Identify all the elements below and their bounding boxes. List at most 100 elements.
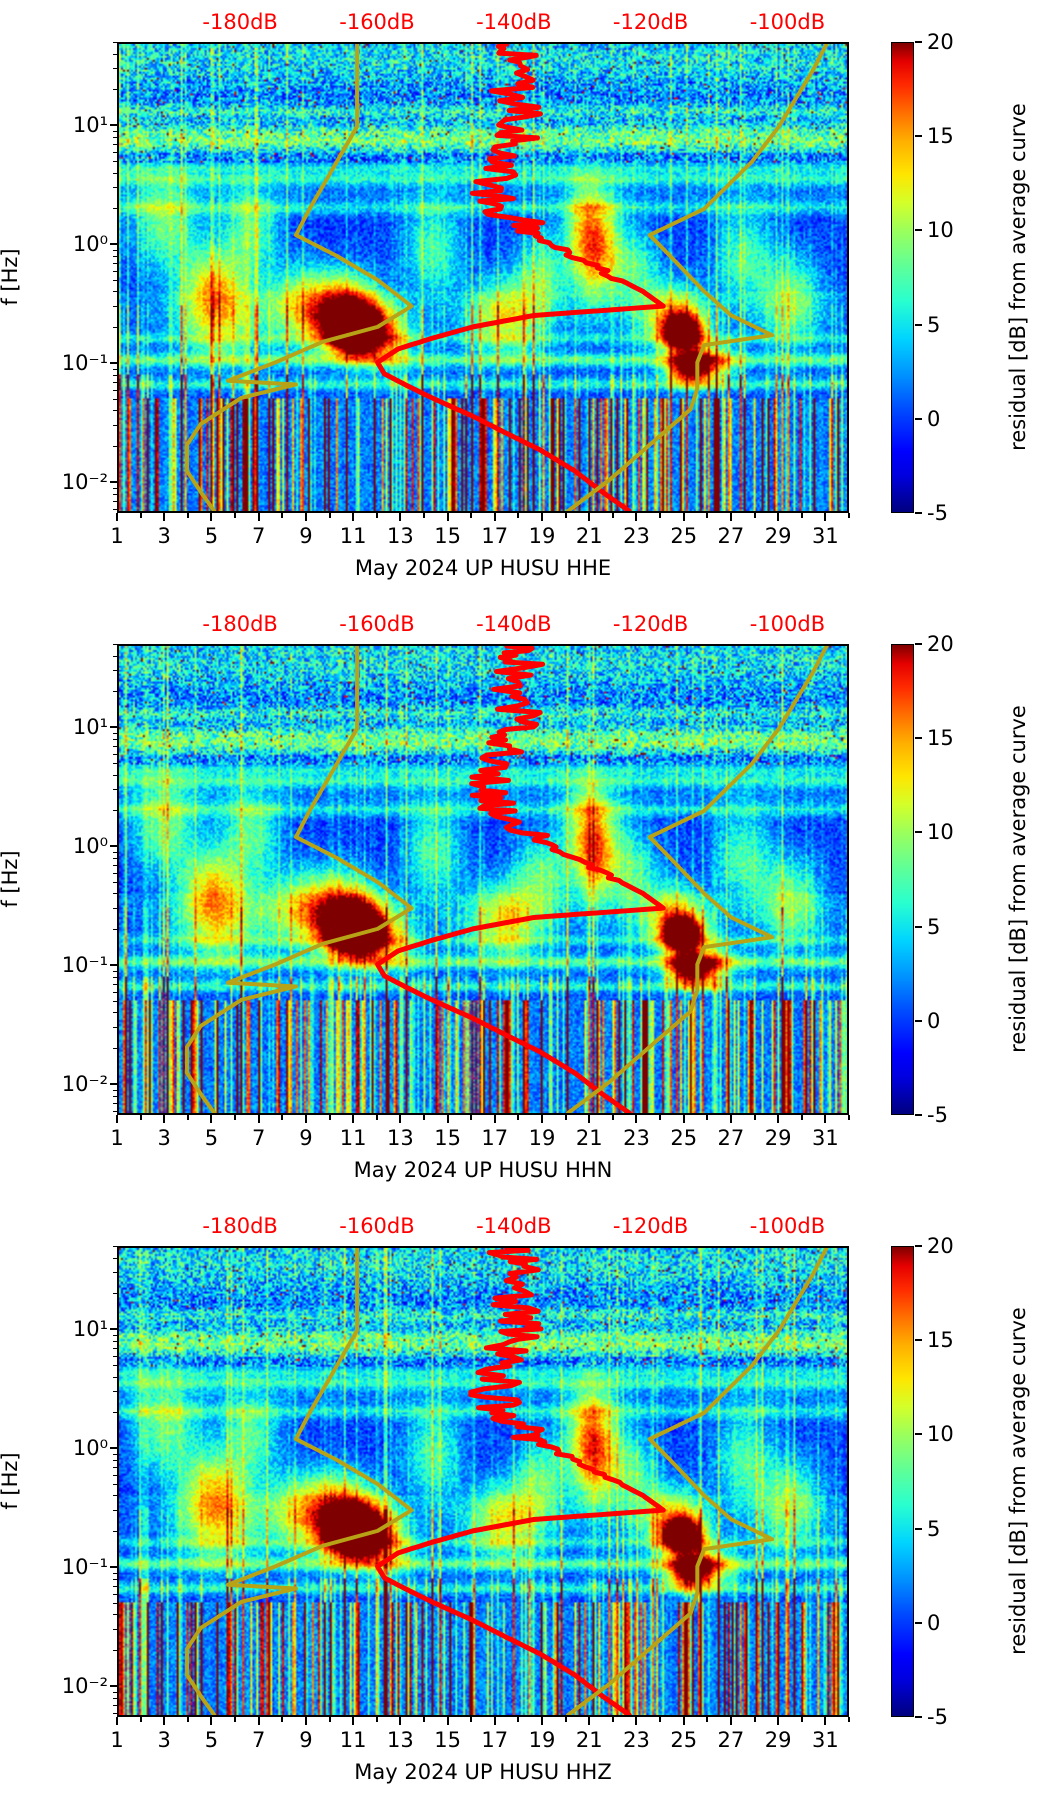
y-minor-tick (113, 691, 117, 693)
y-minor-tick (113, 374, 117, 376)
x-tick-label: 13 (386, 1728, 414, 1752)
y-minor-tick (113, 160, 117, 162)
y-minor-tick (113, 143, 117, 145)
x-tick-label: 11 (339, 1728, 367, 1752)
colorbar-tick-mark (915, 643, 922, 645)
x-minor-tick (186, 1115, 189, 1120)
top-db-tick-label: -160dB (339, 612, 415, 636)
y-minor-tick (113, 1095, 117, 1097)
y-tick-mark (110, 1566, 117, 1569)
y-minor-tick (113, 1089, 117, 1091)
x-minor-tick (234, 1717, 237, 1722)
y-tick-label: 10⁻² (61, 1674, 108, 1699)
y-minor-tick (113, 1334, 117, 1336)
colorbar-tick-label: 10 (927, 820, 954, 845)
y-tick-label: 10⁻² (61, 470, 108, 495)
y-tick-label: 10⁰ (72, 834, 108, 859)
x-tick-mark (210, 1115, 213, 1123)
y-minor-tick (113, 881, 117, 883)
top-db-tick-label: -100dB (749, 10, 826, 34)
x-tick-mark (257, 513, 260, 521)
x-minor-tick (470, 1115, 473, 1120)
spectrogram-panel-hhn: -180dB -160dB -140dB -120dB -100dB f [Hz] 10⁻²… (0, 602, 1052, 1204)
y-minor-tick (113, 368, 117, 370)
x-minor-tick (517, 1717, 520, 1722)
y-minor-tick (113, 864, 117, 866)
y-minor-tick (113, 1391, 117, 1393)
x-tick-mark (210, 1717, 213, 1725)
spectrogram-plot-hhn[interactable] (117, 644, 849, 1115)
y-minor-tick (113, 1704, 117, 1706)
x-tick-label: 3 (157, 1728, 171, 1752)
colorbar-title: residual [dB] from average curve (1006, 103, 1030, 451)
y-minor-tick (113, 500, 117, 502)
y-tick-label: 10⁻¹ (61, 1555, 108, 1580)
x-minor-tick (422, 513, 425, 518)
x-tick-mark (352, 1717, 355, 1725)
y-minor-tick (113, 745, 117, 747)
x-minor-tick (375, 1115, 378, 1120)
y-minor-tick (113, 1412, 117, 1414)
x-minor-tick (659, 1717, 662, 1722)
y-minor-tick (113, 1531, 117, 1533)
colorbar-tick-mark (915, 737, 922, 740)
y-minor-tick (113, 249, 117, 251)
y-minor-tick (113, 262, 117, 264)
y-minor-tick (113, 655, 117, 657)
x-tick-mark (824, 1115, 827, 1123)
x-tick-label: 13 (386, 1126, 414, 1150)
panel-caption-hhz: May 2024 UP HUSU HHZ (354, 1760, 612, 1784)
x-tick-label: 25 (670, 1728, 698, 1752)
y-minor-tick (113, 42, 117, 43)
colorbar-tick-label: 0 (927, 1610, 941, 1635)
top-db-tick-label: -140dB (476, 612, 552, 636)
top-db-tick-label: -180dB (202, 1214, 278, 1238)
y-tick-mark (110, 1083, 117, 1086)
y-minor-tick (113, 398, 117, 400)
colorbar-tick-mark (915, 417, 922, 420)
x-tick-label: 15 (434, 1126, 461, 1150)
colorbar-tick-mark (915, 1245, 922, 1247)
x-tick-mark (352, 1115, 355, 1123)
top-db-tick-label: -180dB (202, 612, 278, 636)
x-minor-tick (611, 1717, 614, 1722)
x-minor-tick (659, 513, 662, 518)
x-tick-label: 7 (251, 1126, 266, 1150)
y-tick-label: 10⁻¹ (61, 351, 108, 376)
colorbar-tick-label: 0 (927, 406, 941, 431)
top-db-tick-label: -120dB (612, 1214, 689, 1238)
x-tick-label: 25 (670, 524, 698, 548)
x-tick-mark (777, 1717, 780, 1725)
x-tick-label: 15 (434, 1728, 461, 1752)
y-minor-tick (113, 774, 117, 776)
x-tick-label: 13 (386, 524, 414, 548)
x-tick-label: 19 (528, 1126, 556, 1150)
y-minor-tick (113, 1614, 117, 1616)
spectrogram-image (119, 646, 847, 1113)
x-minor-tick (375, 513, 378, 518)
curve-psd-mean (378, 646, 664, 1113)
x-tick-mark (541, 1115, 544, 1123)
x-minor-tick (186, 1717, 189, 1722)
colorbar-tick-label: -5 (927, 1103, 948, 1127)
x-tick-label: 29 (764, 524, 792, 548)
x-minor-tick (186, 513, 189, 518)
x-tick-label: 31 (812, 524, 839, 548)
x-tick-mark (116, 1115, 118, 1123)
x-tick-label: 27 (717, 524, 745, 548)
panel-caption-hhn: May 2024 UP HUSU HHN (353, 1158, 613, 1182)
y-minor-tick (113, 1697, 117, 1699)
y-minor-tick (113, 306, 117, 308)
x-tick-mark (399, 1115, 402, 1123)
y-minor-tick (113, 389, 117, 391)
spectrogram-plot-hhz[interactable] (117, 1246, 849, 1717)
y-minor-tick (113, 762, 117, 764)
y-tick-mark (110, 124, 117, 127)
x-minor-tick (234, 1115, 237, 1120)
y-minor-tick (113, 172, 117, 174)
x-tick-mark (729, 1717, 732, 1725)
x-tick-label: 31 (812, 1728, 839, 1752)
spectrogram-plot-hhe[interactable] (117, 42, 849, 513)
x-tick-mark (635, 513, 638, 521)
x-tick-label: 7 (251, 1728, 266, 1752)
